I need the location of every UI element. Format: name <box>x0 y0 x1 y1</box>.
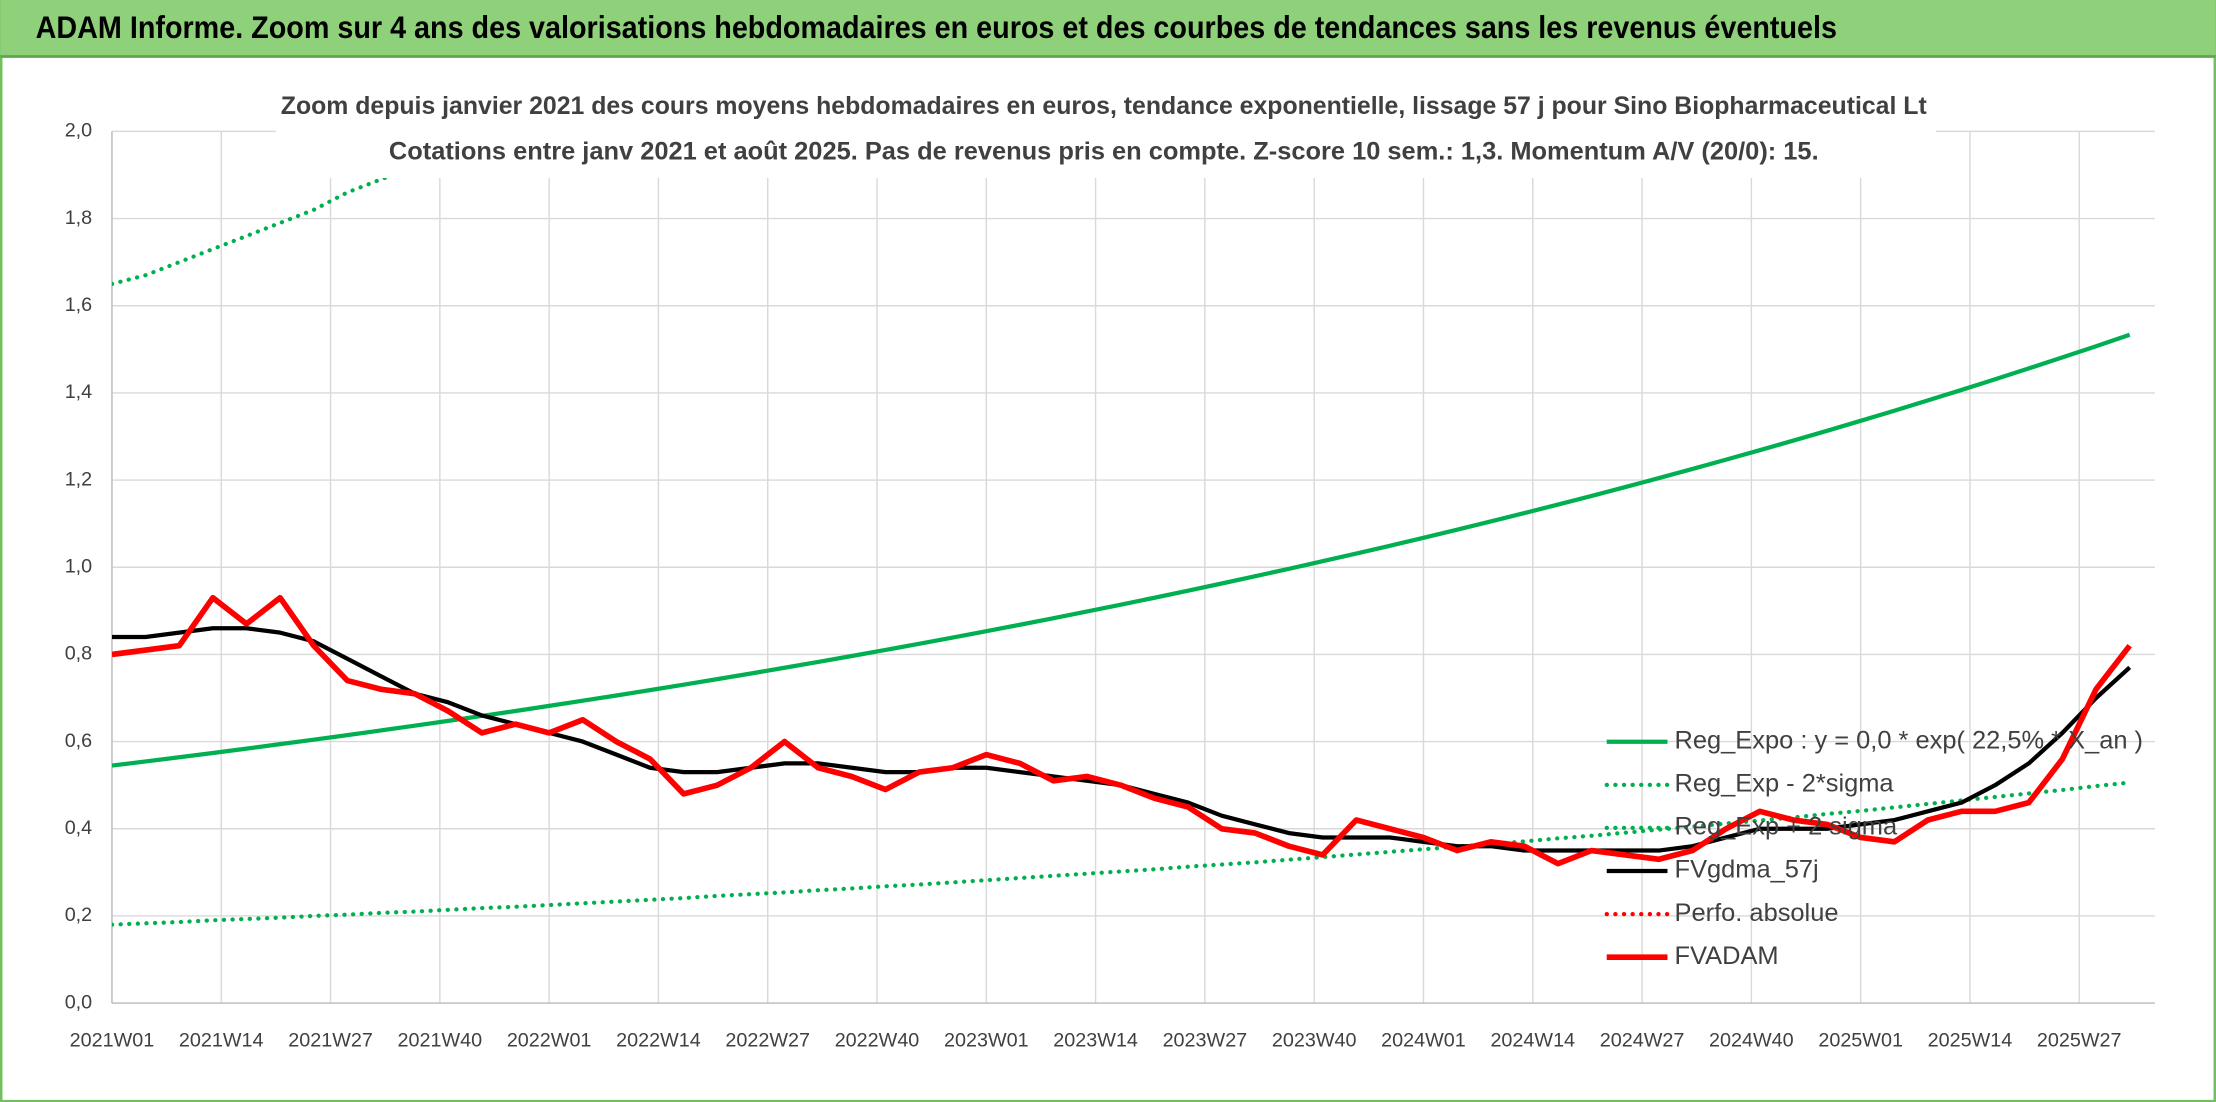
legend-label: FVADAM <box>1675 942 1779 970</box>
legend-label: Reg_Exp + 2 sigma <box>1675 813 1898 841</box>
x-tick-label: 2024W27 <box>1600 1029 1685 1051</box>
subtitle-line: Cotations entre janv 2021 et août 2025. … <box>389 137 1819 165</box>
subtitle-line: Zoom depuis janvier 2021 des cours moyen… <box>281 92 1927 120</box>
subtitle-background <box>275 84 1936 179</box>
x-tick-label: 2022W01 <box>507 1029 592 1051</box>
subtitle-box: Zoom depuis janvier 2021 des cours moyen… <box>275 84 1936 179</box>
y-tick-label: 1,0 <box>65 555 92 577</box>
x-tick-label: 2024W14 <box>1490 1029 1575 1051</box>
x-tick-label: 2021W27 <box>288 1029 373 1051</box>
x-tick-label: 2022W27 <box>725 1029 810 1051</box>
x-tick-label: 2025W27 <box>2037 1029 2122 1051</box>
legend-label: FVgdma_57j <box>1675 856 1819 884</box>
y-tick-label: 1,2 <box>65 468 92 490</box>
x-tick-label: 2025W14 <box>1928 1029 2013 1051</box>
plot-lines <box>111 131 2132 927</box>
x-tick-label: 2023W40 <box>1272 1029 1357 1051</box>
x-tick-label: 2021W40 <box>398 1029 483 1051</box>
y-tick-label: 1,6 <box>65 294 92 316</box>
x-tick-label: 2022W40 <box>835 1029 920 1051</box>
header-bar <box>0 0 2216 57</box>
x-tick-label: 2024W40 <box>1709 1029 1794 1051</box>
y-tick-label: 1,4 <box>65 381 92 403</box>
legend: Reg_Expo : y = 0,0 * exp( 22,5% * X_an )… <box>1604 726 2143 970</box>
legend-label: Reg_Expo : y = 0,0 * exp( 22,5% * X_an ) <box>1675 726 2143 754</box>
y-tick-label: 0,8 <box>65 643 92 665</box>
series-line <box>111 780 2132 927</box>
x-tick-label: 2024W01 <box>1381 1029 1466 1051</box>
y-tick-label: 0,2 <box>65 904 92 926</box>
x-tick-label: 2021W01 <box>70 1029 155 1051</box>
x-tick-label: 2023W27 <box>1163 1029 1248 1051</box>
x-tick-label: 2021W14 <box>179 1029 264 1051</box>
series-line <box>111 332 2131 768</box>
x-tick-label: 2025W01 <box>1818 1029 1903 1051</box>
y-tick-label: 0,4 <box>65 817 92 839</box>
legend-label: Reg_Exp - 2*sigma <box>1675 770 1895 798</box>
y-tick-label: 0,0 <box>65 991 92 1013</box>
x-tick-label: 2022W14 <box>616 1029 701 1051</box>
series-line <box>111 594 2132 867</box>
x-tick-label: 2023W01 <box>944 1029 1029 1051</box>
chart-title: ADAM Informe. Zoom sur 4 ans des valoris… <box>36 10 1837 45</box>
legend-label: Perfo. absolue <box>1675 899 1839 927</box>
y-tick-label: 0,6 <box>65 730 92 752</box>
x-tick-label: 2023W14 <box>1053 1029 1138 1051</box>
y-tick-label: 1,8 <box>65 207 92 229</box>
y-tick-label: 2,0 <box>65 120 92 142</box>
